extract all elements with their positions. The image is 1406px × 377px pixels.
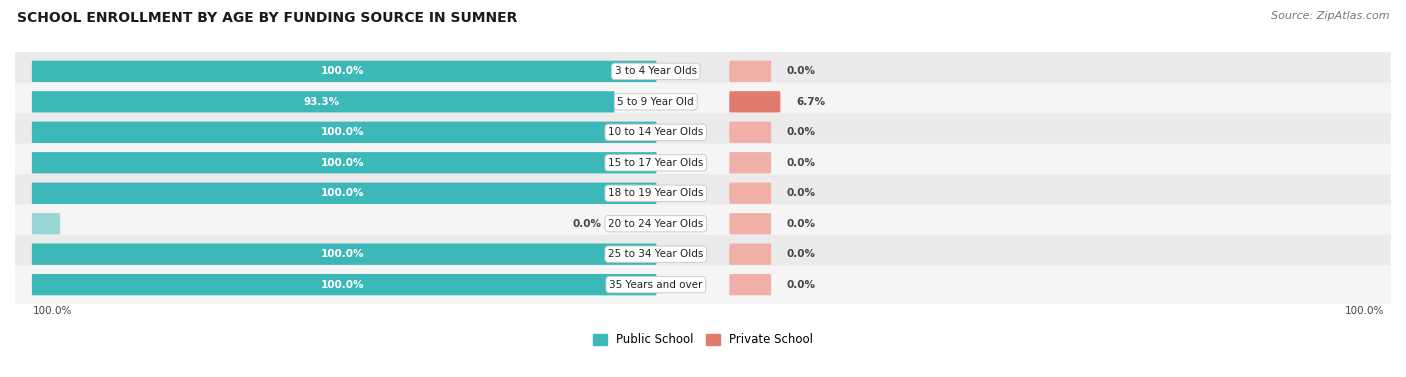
Text: 3 to 4 Year Olds: 3 to 4 Year Olds	[614, 66, 697, 77]
FancyBboxPatch shape	[730, 213, 770, 234]
Text: 20 to 24 Year Olds: 20 to 24 Year Olds	[609, 219, 703, 229]
Text: Source: ZipAtlas.com: Source: ZipAtlas.com	[1271, 11, 1389, 21]
Legend: Public School, Private School: Public School, Private School	[588, 329, 818, 351]
Text: 100.0%: 100.0%	[32, 307, 72, 316]
FancyBboxPatch shape	[13, 235, 1393, 273]
FancyBboxPatch shape	[32, 61, 657, 82]
Text: 93.3%: 93.3%	[304, 97, 339, 107]
Text: 0.0%: 0.0%	[786, 66, 815, 77]
Text: 35 Years and over: 35 Years and over	[609, 280, 703, 290]
FancyBboxPatch shape	[730, 61, 770, 82]
Text: 0.0%: 0.0%	[786, 158, 815, 168]
Text: 100.0%: 100.0%	[321, 249, 364, 259]
FancyBboxPatch shape	[730, 122, 770, 143]
FancyBboxPatch shape	[13, 113, 1393, 152]
Text: 100.0%: 100.0%	[321, 127, 364, 137]
Text: 0.0%: 0.0%	[786, 219, 815, 229]
FancyBboxPatch shape	[32, 122, 657, 143]
Text: 100.0%: 100.0%	[321, 188, 364, 198]
Text: SCHOOL ENROLLMENT BY AGE BY FUNDING SOURCE IN SUMNER: SCHOOL ENROLLMENT BY AGE BY FUNDING SOUR…	[17, 11, 517, 25]
Text: 0.0%: 0.0%	[786, 249, 815, 259]
FancyBboxPatch shape	[32, 152, 657, 173]
Text: 0.0%: 0.0%	[786, 280, 815, 290]
FancyBboxPatch shape	[730, 91, 780, 112]
Text: 100.0%: 100.0%	[321, 158, 364, 168]
Text: 10 to 14 Year Olds: 10 to 14 Year Olds	[609, 127, 703, 137]
FancyBboxPatch shape	[32, 274, 657, 295]
Text: 0.0%: 0.0%	[786, 188, 815, 198]
Text: 25 to 34 Year Olds: 25 to 34 Year Olds	[609, 249, 703, 259]
FancyBboxPatch shape	[13, 144, 1393, 182]
FancyBboxPatch shape	[730, 152, 770, 173]
Text: 0.0%: 0.0%	[786, 127, 815, 137]
FancyBboxPatch shape	[32, 213, 60, 234]
Text: 5 to 9 Year Old: 5 to 9 Year Old	[617, 97, 695, 107]
FancyBboxPatch shape	[32, 182, 657, 204]
Text: 100.0%: 100.0%	[321, 280, 364, 290]
FancyBboxPatch shape	[730, 274, 770, 295]
FancyBboxPatch shape	[13, 52, 1393, 90]
Text: 0.0%: 0.0%	[572, 219, 602, 229]
FancyBboxPatch shape	[32, 244, 657, 265]
FancyBboxPatch shape	[13, 174, 1393, 213]
Text: 15 to 17 Year Olds: 15 to 17 Year Olds	[609, 158, 703, 168]
FancyBboxPatch shape	[13, 205, 1393, 243]
FancyBboxPatch shape	[730, 182, 770, 204]
FancyBboxPatch shape	[730, 244, 770, 265]
FancyBboxPatch shape	[13, 265, 1393, 304]
FancyBboxPatch shape	[13, 83, 1393, 121]
Text: 100.0%: 100.0%	[321, 66, 364, 77]
Text: 18 to 19 Year Olds: 18 to 19 Year Olds	[609, 188, 703, 198]
Text: 6.7%: 6.7%	[796, 97, 825, 107]
FancyBboxPatch shape	[32, 91, 614, 112]
Text: 100.0%: 100.0%	[1346, 307, 1385, 316]
